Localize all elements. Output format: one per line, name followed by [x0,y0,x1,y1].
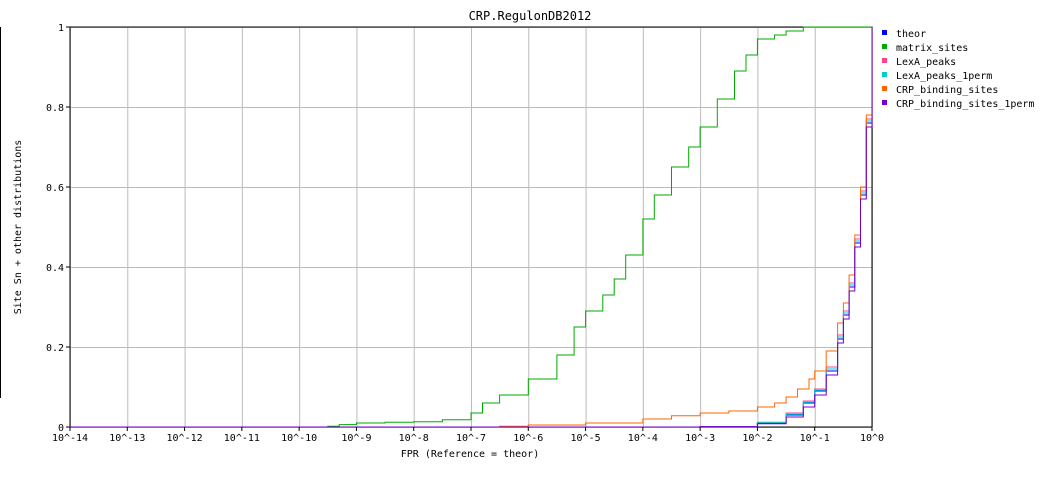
x-tick-label: 10^-5 [571,433,601,444]
y-tick-label: 0.2 [46,343,64,354]
x-tick-label: 10^-10 [281,433,317,444]
x-tick-label: 10^-12 [167,433,203,444]
x-tick-label: 10^-14 [52,433,88,444]
x-axis-label: FPR (Reference = theor) [401,449,539,460]
x-tick-label: 10^-8 [399,433,429,444]
series-line-CRP_binding_sites_1perm [70,27,873,428]
x-tick-labels: 10^-14 10^-13 10^-12 10^-11 10^-10 10^-9 10^-8… [52,427,884,444]
legend-label: CRP_binding_sites_1perm [896,99,1034,110]
legend-marker [882,30,887,35]
x-tick-label: 10^-2 [742,433,772,444]
chart-title: CRP.RegulonDB2012 [469,9,592,23]
x-tick-label: 10^0 [860,433,884,444]
legend-marker [882,44,887,49]
y-tick-labels: 0 0.2 0.4 0.6 0.8 1 [46,23,70,434]
series-line-matrix_sites [127,26,872,428]
x-tick-label: 10^-13 [109,433,145,444]
series-layer [70,26,873,428]
legend-label: CRP_binding_sites [896,85,998,96]
x-tick-label: 10^-11 [224,433,260,444]
legend-marker [882,100,887,105]
y-tick-label: 0.8 [46,103,64,114]
y-tick-label: 0.6 [46,183,64,194]
y-tick-label: 0 [58,423,64,434]
legend-label: LexA_peaks [896,57,956,68]
x-tick-label: 10^-9 [341,433,371,444]
x-tick-label: 10^-1 [800,433,830,444]
y-tick-label: 0.4 [46,263,64,274]
y-axis-label: Site Sn + other distributions [13,140,24,315]
legend-marker [882,72,887,77]
x-tick-label: 10^-6 [513,433,543,444]
legend-label: theor [896,29,926,40]
x-tick-label: 10^-3 [685,433,715,444]
y-tick-label: 1 [58,23,64,34]
grid [70,27,873,428]
legend-marker [882,58,887,63]
x-tick-label: 10^-7 [456,433,486,444]
legend-marker [882,86,887,91]
legend-label: matrix_sites [896,43,968,54]
x-tick-label: 10^-4 [628,433,658,444]
legend: theor matrix_sites LexA_peaks LexA_peaks_1p… [882,29,1034,110]
legend-label: LexA_peaks_1perm [896,71,992,82]
